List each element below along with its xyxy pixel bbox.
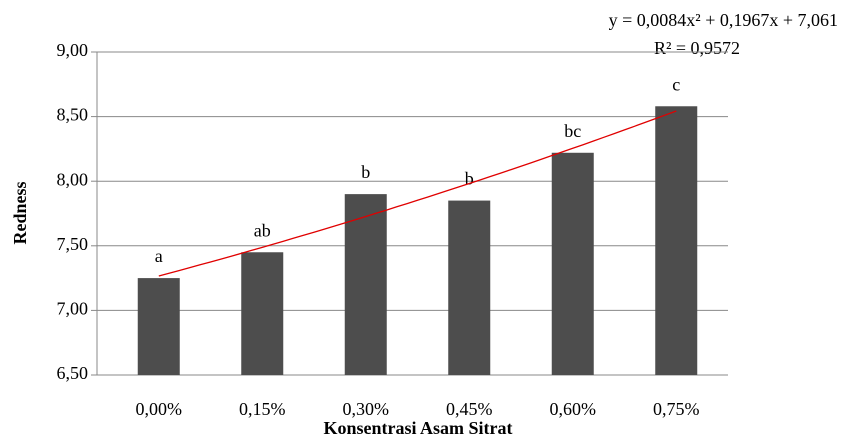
bar — [655, 106, 698, 375]
y-tick-label: 6,50 — [57, 363, 89, 383]
y-tick-label: 9,00 — [57, 40, 89, 60]
x-tick-label: 0,60% — [550, 399, 597, 419]
x-tick-label: 0,15% — [239, 399, 286, 419]
trend-equation: y = 0,0084x² + 0,1967x + 7,061 — [609, 10, 838, 30]
trend-r-squared: R² = 0,9572 — [654, 38, 740, 58]
bar-annotation: b — [465, 169, 474, 189]
trend-line — [158, 110, 677, 277]
x-tick-label: 0,75% — [653, 399, 700, 419]
bar-annotation: bc — [564, 121, 581, 141]
y-tick-label: 7,00 — [57, 299, 89, 319]
bar — [241, 252, 284, 375]
y-tick-label: 8,00 — [57, 169, 89, 189]
bar — [137, 278, 180, 375]
x-tick-label: 0,45% — [446, 399, 493, 419]
y-tick-label: 7,50 — [57, 234, 89, 254]
x-tick-label: 0,30% — [343, 399, 390, 419]
bar — [344, 194, 387, 375]
bar-annotation: c — [672, 74, 680, 94]
x-tick-label: 0,00% — [136, 399, 183, 419]
bar — [448, 200, 491, 375]
bar-annotation: ab — [254, 220, 271, 240]
y-axis-title: Redness — [10, 181, 30, 244]
bar-annotation: b — [361, 162, 370, 182]
bar-annotation: a — [155, 246, 163, 266]
x-axis-title: Konsentrasi Asam Sitrat — [324, 418, 513, 438]
y-tick-label: 8,50 — [57, 105, 89, 125]
bar — [551, 152, 594, 375]
